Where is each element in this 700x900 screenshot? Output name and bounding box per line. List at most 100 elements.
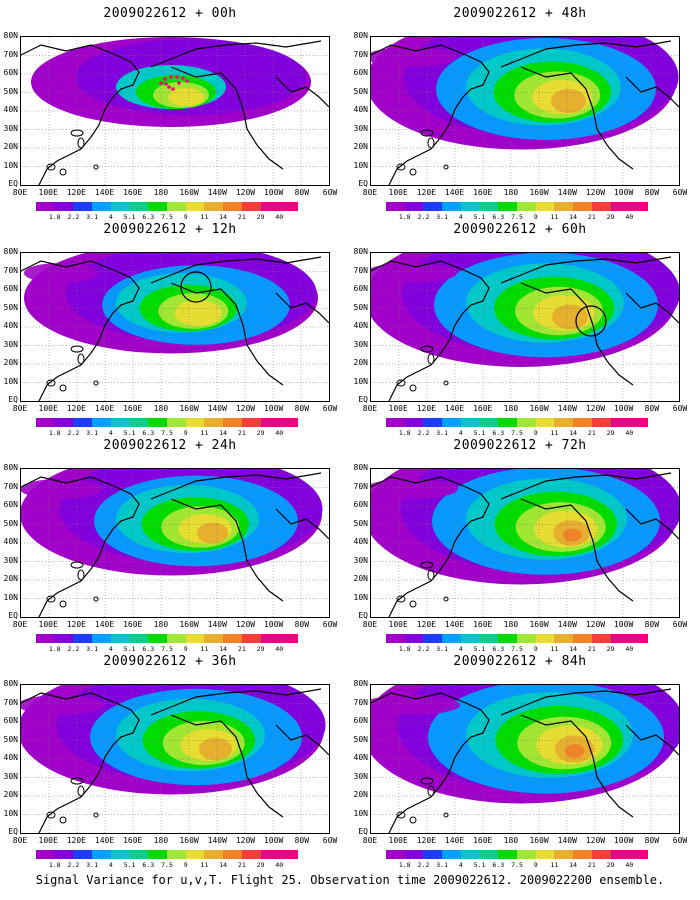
observation-dot (171, 87, 175, 91)
island-outline (59, 384, 67, 392)
colorbar-tick: 11 (550, 645, 559, 653)
panel-title: 2009022612 + 24h (103, 438, 237, 453)
latitude-label: 50N (353, 302, 368, 312)
colorbar-tick: 1.8 (398, 429, 411, 437)
latitude-label: 30N (353, 339, 368, 349)
forecast-panel: 2009022612 + 00h 80N 70N 60N 50N 40N 30N 20N 10N… (0, 6, 340, 221)
target-circle (575, 305, 607, 337)
colorbar-tick: 7.5 (161, 213, 173, 221)
map-plot (370, 684, 680, 834)
colorbar-tick: 40 (275, 429, 284, 437)
island-outline (46, 379, 56, 387)
latitude-label: EQ (358, 611, 368, 620)
colorbar-swatch (279, 418, 299, 427)
longitude-label: 120E (416, 620, 436, 629)
colorbar-swatch (535, 850, 555, 859)
colorbar-tick: 3.1 (436, 429, 449, 437)
colorbar-tick: 3.1 (86, 213, 99, 221)
colorbar-swatch (36, 850, 55, 859)
colorbar-tick: 29 (256, 861, 265, 869)
colorbar (36, 202, 299, 211)
island-outline (396, 379, 406, 387)
latitude-label: 40N (353, 753, 368, 762)
longitude-label: 120W (235, 404, 256, 413)
coastline (500, 688, 679, 818)
island-outline (409, 600, 417, 608)
longitude-label: 160W (179, 836, 199, 845)
colorbar-swatch (479, 202, 499, 211)
latitude-label: 50N (3, 734, 18, 744)
latitude-label: 40N (3, 105, 18, 114)
map-plot (20, 468, 330, 618)
observation-dot (159, 81, 163, 85)
longitude-label: 140E (94, 620, 115, 629)
colorbar-swatch (610, 418, 630, 427)
colorbar-swatch (535, 418, 555, 427)
colorbar-tick: 21 (587, 645, 596, 653)
colorbar-swatch (629, 202, 649, 211)
colorbar-tick: 6.3 (142, 645, 155, 653)
longitude-label: 100W (613, 404, 634, 413)
colorbar-swatch (73, 634, 93, 643)
colorbar-tick: 2.2 (417, 213, 430, 221)
island-outline (427, 569, 435, 581)
longitude-label: 120E (66, 404, 86, 413)
longitude-label: 160E (123, 404, 143, 413)
coastline (371, 692, 490, 833)
variance-contour (562, 528, 582, 542)
colorbar-tick: 1.8 (398, 645, 411, 653)
colorbar-swatch (404, 418, 424, 427)
colorbar-swatch (498, 850, 518, 859)
colorbar-tick: 1.8 (48, 861, 61, 869)
colorbar-swatch (460, 418, 480, 427)
longitude-label: 180 (153, 836, 169, 845)
colorbar-tick: 11 (550, 861, 559, 869)
variance-contour (551, 89, 586, 113)
longitude-label: 140E (444, 404, 465, 413)
colorbar-swatch (185, 850, 205, 859)
colorbar-swatch (185, 202, 205, 211)
map-plot (20, 36, 330, 186)
colorbar-swatch (260, 850, 280, 859)
colorbar-swatch (386, 634, 405, 643)
colorbar-tick: 5.1 (473, 213, 486, 221)
latitude-label: 80N (353, 463, 368, 472)
panel-title: 2009022612 + 72h (453, 438, 587, 453)
longitude-label: 80W (644, 188, 660, 197)
colorbar-tick: 9 (183, 861, 188, 869)
variance-contour (21, 695, 104, 715)
map-svg (371, 37, 679, 185)
island-outline (427, 137, 435, 149)
latitude-label: 70N (353, 265, 368, 275)
colorbar-tick: 4 (108, 645, 113, 653)
longitude-label: 80E (12, 188, 28, 197)
latitude-label: 20N (353, 574, 368, 583)
colorbar-tick: 2.2 (417, 645, 430, 653)
colorbar-tick: 7.5 (161, 645, 173, 653)
colorbar (386, 850, 649, 859)
longitude-label: 80W (294, 404, 310, 413)
colorbar-swatch (423, 202, 443, 211)
longitude-label: 140W (207, 620, 227, 629)
colorbar-tick: 7.5 (511, 861, 523, 869)
island-outline (443, 164, 449, 170)
colorbar-swatch (460, 634, 480, 643)
island-outline (93, 164, 99, 170)
colorbar-tick: 9 (533, 861, 538, 869)
longitude-label: 120E (66, 188, 86, 197)
longitude-label: 120W (235, 620, 256, 629)
colorbar-swatch (110, 418, 130, 427)
colorbar-swatch (260, 202, 280, 211)
colorbar (36, 634, 299, 643)
latitude-label: 80N (3, 463, 18, 472)
colorbar-swatch (92, 418, 111, 427)
colorbar-swatch (54, 418, 74, 427)
map-plot (370, 36, 680, 186)
longitude-label: 140E (444, 620, 465, 629)
panel-title: 2009022612 + 00h (103, 6, 237, 21)
longitude-label: 60W (672, 188, 688, 197)
longitude-label: 60W (322, 404, 338, 413)
longitude-label: 160E (473, 188, 493, 197)
longitude-label: 100W (613, 620, 634, 629)
colorbar-tick: 9 (183, 429, 188, 437)
